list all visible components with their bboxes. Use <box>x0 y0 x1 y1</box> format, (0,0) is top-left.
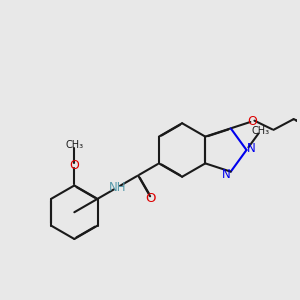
Text: O: O <box>248 115 257 128</box>
Text: CH₃: CH₃ <box>252 125 270 136</box>
Text: CH₃: CH₃ <box>65 140 83 150</box>
Text: O: O <box>69 159 79 172</box>
Text: NH: NH <box>109 181 126 194</box>
Text: O: O <box>145 193 155 206</box>
Text: N: N <box>222 168 231 182</box>
Text: N: N <box>247 142 256 155</box>
